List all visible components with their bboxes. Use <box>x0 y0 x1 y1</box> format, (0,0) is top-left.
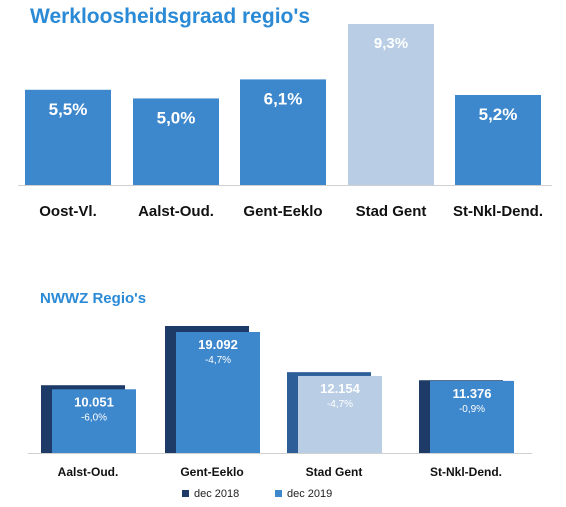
chart2-change-label: -6,0% <box>81 412 107 423</box>
chart2-bar-dec2019 <box>298 375 382 453</box>
chart2-category-label: Gent-Eeklo <box>180 465 243 479</box>
chart1-category-label: Oost-Vl. <box>39 203 97 220</box>
chart2-change-label: -4,7% <box>327 399 353 410</box>
chart2-change-label: -0,9% <box>459 404 485 415</box>
chart2-value-label: 19.092 <box>198 337 238 352</box>
chart1-category-label: Stad Gent <box>356 203 427 220</box>
chart2-category-label: Aalst-Oud. <box>58 465 119 479</box>
chart2-title: NWWZ Regio's <box>40 290 147 307</box>
chart1-category-label: Aalst-Oud. <box>138 203 214 220</box>
chart2-value-label: 12.154 <box>320 381 361 396</box>
chart1-bar <box>133 98 219 185</box>
chart2-change-label: -4,7% <box>205 355 231 366</box>
chart2-bar-dec2019 <box>430 380 514 453</box>
chart1-value-label: 5,5% <box>49 100 88 119</box>
chart1-bar <box>240 79 326 185</box>
chart2-value-label: 10.051 <box>74 394 114 409</box>
chart2-value-label: 11.376 <box>452 386 491 401</box>
chart1-value-label: 9,3% <box>374 35 408 52</box>
chart1-bar <box>348 24 434 185</box>
chart1-category-label: St-Nkl-Dend. <box>453 203 543 220</box>
chart1-value-label: 6,1% <box>264 89 303 108</box>
chart1-bar <box>455 94 541 185</box>
legend-swatch-dec2018 <box>182 490 189 497</box>
chart2-bar-dec2019 <box>176 331 260 453</box>
chart1-category-label: Gent-Eeklo <box>243 203 322 220</box>
chart1-bar <box>25 89 111 185</box>
chart2-bar-dec2019 <box>52 389 136 453</box>
chart2-category-label: St-Nkl-Dend. <box>430 465 502 479</box>
legend-swatch-dec2019 <box>275 490 282 497</box>
chart1-value-label: 5,2% <box>479 105 518 124</box>
legend-label-dec2019: dec 2019 <box>287 488 332 500</box>
chart1-title: Werkloosheidsgraad regio's <box>30 5 311 28</box>
chart2-category-label: Stad Gent <box>306 465 363 479</box>
legend-label-dec2018: dec 2018 <box>194 488 239 500</box>
chart1-value-label: 5,0% <box>157 108 196 127</box>
